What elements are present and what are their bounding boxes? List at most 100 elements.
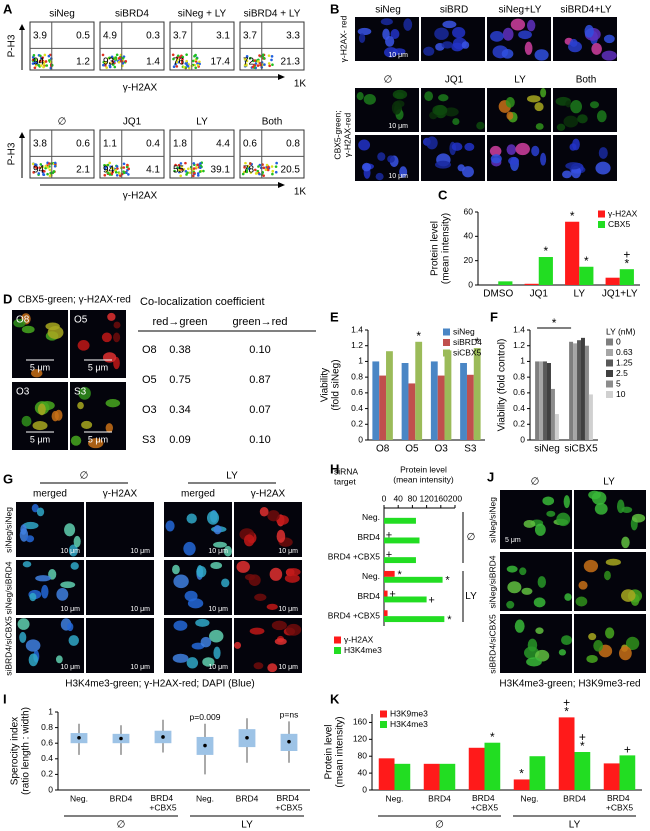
flow-group-label: ∅ — [58, 117, 67, 128]
nucleus — [249, 627, 265, 635]
legend-swatch — [606, 338, 613, 346]
bar — [529, 756, 546, 790]
quadrant-value: 1.8 — [173, 139, 187, 150]
mean-dot — [287, 739, 291, 744]
nucleus — [21, 325, 35, 334]
nucleus — [564, 593, 572, 601]
nucleus — [267, 663, 278, 673]
event — [255, 171, 259, 175]
group-label: LY — [241, 820, 253, 831]
x-tick-label: S3 — [464, 444, 477, 455]
stain-label: CBX5-green; γ-H2AX-red — [18, 295, 131, 306]
header-label: target — [334, 476, 356, 486]
nucleus — [385, 36, 395, 47]
image-label: S3 — [74, 387, 87, 398]
nucleus — [601, 50, 617, 61]
y-tick-label: 0.2 — [351, 419, 363, 429]
annotation: * — [570, 209, 575, 223]
bar — [423, 763, 440, 790]
quadrant-value: 4.4 — [216, 139, 230, 150]
x-tick-label: BRD4 — [563, 793, 586, 803]
group-label: ∅ — [80, 471, 89, 482]
nucleus — [358, 33, 366, 43]
annotation: + — [623, 247, 630, 261]
event — [257, 165, 260, 168]
nucleus — [276, 529, 286, 543]
nucleus — [267, 510, 280, 522]
event — [103, 163, 106, 167]
x-tick-label: 40 — [393, 493, 403, 503]
nucleus — [524, 41, 533, 55]
event — [185, 63, 189, 67]
nucleus — [25, 639, 41, 652]
x-tick-label: siCBX5 — [564, 444, 598, 455]
nucleus — [521, 587, 533, 595]
event — [48, 168, 52, 172]
nucleus — [101, 332, 112, 343]
annotation: p=0.009 — [190, 712, 221, 722]
y-tick-label: Neg. — [362, 512, 380, 522]
event — [243, 166, 246, 169]
nucleus — [563, 115, 579, 128]
annotation: * — [584, 254, 589, 268]
nucleus — [588, 490, 601, 500]
nucleus — [534, 49, 549, 61]
bar — [569, 341, 574, 440]
event — [125, 171, 128, 175]
group-label: ∅ — [117, 820, 126, 831]
nucleus — [28, 653, 39, 667]
x-tick-label: 160 — [434, 493, 448, 503]
bar — [384, 557, 416, 564]
nucleus — [586, 654, 598, 663]
legend-label: H3K4me3 — [344, 645, 382, 655]
nucleus — [621, 506, 633, 513]
x-tick-label: BRD4 +CBX5 — [471, 793, 498, 812]
bar — [619, 269, 634, 285]
nucleus — [234, 641, 242, 649]
flow-plot — [239, 129, 305, 179]
legend-label: γ-H2AX — [608, 208, 638, 218]
legend-swatch — [598, 221, 605, 228]
nucleus — [31, 369, 43, 378]
legend-swatch — [606, 349, 613, 356]
bar — [539, 361, 544, 440]
event — [33, 66, 37, 70]
bar — [468, 747, 485, 790]
event — [178, 168, 181, 172]
nucleus — [105, 423, 114, 433]
event — [253, 63, 256, 67]
flow-group-label: siNeg + LY — [178, 9, 227, 20]
bar — [513, 779, 530, 790]
nucleus — [443, 107, 459, 117]
y-tick-label: 0.6 — [351, 387, 363, 397]
event — [256, 60, 260, 63]
nucleus — [501, 48, 514, 59]
bar — [439, 763, 456, 790]
nucleus — [223, 545, 232, 557]
event — [115, 173, 119, 177]
legend-label: H3K4me3 — [390, 719, 428, 729]
nucleus — [434, 27, 449, 40]
nucleus — [22, 521, 39, 530]
event — [253, 59, 257, 62]
nucleus — [77, 401, 84, 410]
event — [48, 59, 51, 62]
event — [53, 164, 57, 168]
nucleus — [508, 156, 520, 165]
bar — [603, 763, 620, 790]
event — [185, 53, 188, 56]
annotation: + — [624, 743, 631, 757]
nucleus — [21, 415, 32, 427]
column-label: ∅ — [384, 75, 393, 86]
bar — [547, 363, 551, 440]
event — [187, 167, 190, 171]
event — [106, 163, 110, 167]
event — [35, 163, 38, 167]
flow-group-label: siNeg — [49, 9, 75, 20]
x-tick-label: O8 — [376, 444, 390, 455]
event — [104, 64, 107, 67]
scale-label: 10 μm — [130, 664, 150, 671]
nucleus — [575, 596, 588, 607]
annotation: + — [563, 696, 570, 710]
